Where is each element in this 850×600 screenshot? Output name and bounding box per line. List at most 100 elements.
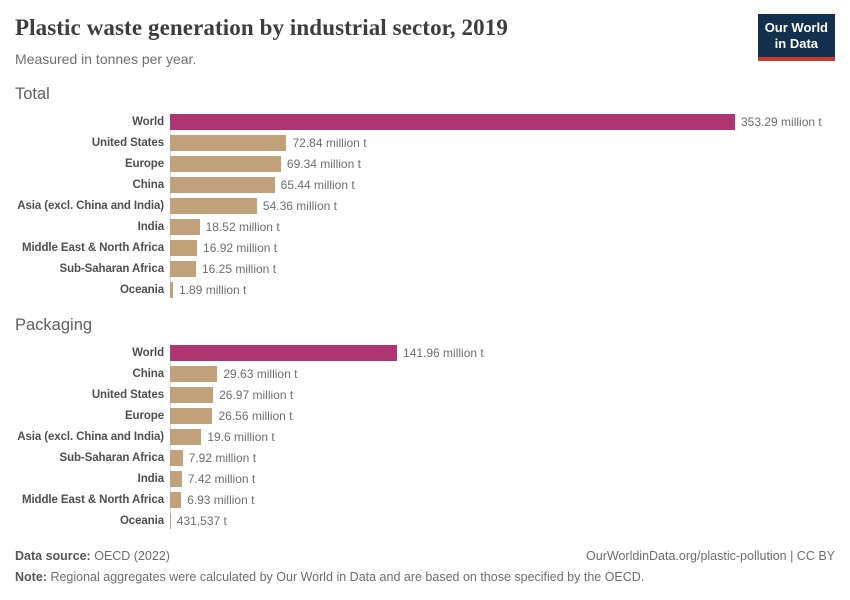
- entity-label: United States: [91, 136, 164, 149]
- value-label: 26.56 million t: [218, 408, 293, 423]
- credit-link[interactable]: OurWorldinData.org/plastic-pollution | C…: [586, 548, 835, 563]
- entity-label: Europe: [124, 409, 164, 422]
- value-label: 7.42 million t: [187, 471, 256, 486]
- bar[interactable]: [170, 197, 257, 214]
- value-label: 19.6 million t: [207, 429, 275, 444]
- bar-row[interactable]: Asia (excl. China and India) 54.36 millio…: [15, 197, 835, 214]
- bar-track: 29.63 million t: [170, 365, 835, 382]
- bar-row[interactable]: Sub-Saharan Africa 7.92 million t: [15, 449, 835, 466]
- value-label: 18.52 million t: [205, 219, 280, 234]
- logo-text-line1: Our World: [764, 20, 828, 35]
- bar-row[interactable]: World 141.96 million t: [15, 344, 835, 361]
- chart-subtitle: Measured in tonnes per year.: [15, 50, 197, 67]
- bar-row[interactable]: Middle East & North Africa 16.92 million …: [15, 239, 835, 256]
- entity-label: India: [137, 220, 164, 233]
- section-title-total: Total: [15, 84, 50, 103]
- value-label: 29.63 million t: [223, 366, 298, 381]
- bar-row[interactable]: World 353.29 million t: [15, 113, 835, 130]
- bar[interactable]: [170, 239, 198, 256]
- entity-label: Asia (excl. China and India): [17, 199, 164, 212]
- value-label: 7.92 million t: [188, 450, 257, 465]
- bar-row[interactable]: Middle East & North Africa 6.93 million t: [15, 491, 835, 508]
- bar[interactable]: [170, 428, 202, 445]
- bar[interactable]: [170, 386, 214, 403]
- entity-label: Middle East & North Africa: [21, 493, 164, 506]
- bar-row[interactable]: Oceania 1.89 million t: [15, 281, 835, 298]
- value-label: 69.34 million t: [286, 156, 361, 171]
- data-source-value: OECD (2022): [94, 548, 170, 563]
- entity-label: Middle East & North Africa: [21, 241, 164, 254]
- bar-row[interactable]: India 7.42 million t: [15, 470, 835, 487]
- bar[interactable]: [170, 512, 171, 529]
- bar-row[interactable]: Europe 69.34 million t: [15, 155, 835, 172]
- entity-label: Europe: [124, 157, 164, 170]
- bar-track: 72.84 million t: [170, 134, 835, 151]
- bar-row[interactable]: China 65.44 million t: [15, 176, 835, 193]
- value-label: 72.84 million t: [292, 135, 367, 150]
- note-text: Regional aggregates were calculated by O…: [50, 570, 645, 584]
- value-label: 353.29 million t: [741, 114, 822, 129]
- bar-track: 54.36 million t: [170, 197, 835, 214]
- bar[interactable]: [170, 155, 281, 172]
- bar[interactable]: [170, 113, 735, 130]
- bar[interactable]: [170, 470, 182, 487]
- bar-track: 16.92 million t: [170, 239, 835, 256]
- value-label: 16.92 million t: [203, 240, 278, 255]
- entity-label: China: [132, 178, 165, 191]
- bar-track: 65.44 million t: [170, 176, 835, 193]
- header: Plastic waste generation by industrial s…: [15, 14, 835, 67]
- bar-row[interactable]: United States 72.84 million t: [15, 134, 835, 151]
- bar-track: 431,537 t: [170, 512, 835, 529]
- footer: Data source: OECD (2022) OurWorldinData.…: [15, 548, 835, 586]
- bar[interactable]: [170, 407, 213, 424]
- bar-row[interactable]: United States 26.97 million t: [15, 386, 835, 403]
- section-total: Total World 353.29 million t United States…: [15, 85, 835, 298]
- entity-label: United States: [91, 388, 164, 401]
- bar-row[interactable]: India 18.52 million t: [15, 218, 835, 235]
- bar[interactable]: [170, 134, 287, 151]
- bar[interactable]: [170, 365, 218, 382]
- bar-row[interactable]: Sub-Saharan Africa 16.25 million t: [15, 260, 835, 277]
- bar[interactable]: [170, 260, 196, 277]
- bar-track: 69.34 million t: [170, 155, 835, 172]
- entity-label: World: [132, 346, 164, 359]
- footer-note: Note: Regional aggregates were calculate…: [15, 569, 835, 585]
- value-label: 141.96 million t: [403, 345, 484, 360]
- bar-track: 26.97 million t: [170, 386, 835, 403]
- value-label: 16.25 million t: [201, 261, 277, 276]
- bar[interactable]: [170, 176, 275, 193]
- bar-track: 141.96 million t: [170, 344, 835, 361]
- bar-row[interactable]: China 29.63 million t: [15, 365, 835, 382]
- bar[interactable]: [170, 449, 183, 466]
- bar-track: 19.6 million t: [170, 428, 835, 445]
- bar-track: 26.56 million t: [170, 407, 835, 424]
- logo-text-line2: in Data: [774, 36, 819, 51]
- entity-label: Asia (excl. China and India): [17, 430, 164, 443]
- bar-chart-total: World 353.29 million t United States 72.84 …: [15, 113, 835, 298]
- note-label: Note:: [15, 570, 47, 584]
- value-label: 65.44 million t: [280, 177, 355, 192]
- entity-label: Sub-Saharan Africa: [59, 451, 165, 464]
- section-title-packaging: Packaging: [15, 315, 93, 334]
- value-label: 431,537 t: [176, 513, 227, 528]
- bar-chart-packaging: World 141.96 million t China 29.63 million …: [15, 344, 835, 529]
- entity-label: China: [132, 367, 165, 380]
- bar[interactable]: [170, 281, 174, 298]
- owid-logo[interactable]: Our World in Data: [757, 14, 835, 61]
- bar-row[interactable]: Oceania 431,537 t: [15, 512, 835, 529]
- value-label: 6.93 million t: [187, 492, 255, 507]
- bar[interactable]: [170, 491, 182, 508]
- bar[interactable]: [170, 218, 200, 235]
- page-title: Plastic waste generation by industrial s…: [15, 15, 508, 40]
- entity-label: Oceania: [119, 283, 164, 296]
- bar-row[interactable]: Asia (excl. China and India) 19.6 million…: [15, 428, 835, 445]
- bar-row[interactable]: Europe 26.56 million t: [15, 407, 835, 424]
- value-label: 1.89 million t: [179, 282, 247, 297]
- bar[interactable]: [170, 344, 398, 361]
- bar-track: 18.52 million t: [170, 218, 835, 235]
- data-source-label: Data source:: [15, 548, 91, 563]
- entity-label: Oceania: [119, 514, 164, 527]
- bar-track: 353.29 million t: [170, 113, 835, 130]
- entity-label: India: [137, 472, 164, 485]
